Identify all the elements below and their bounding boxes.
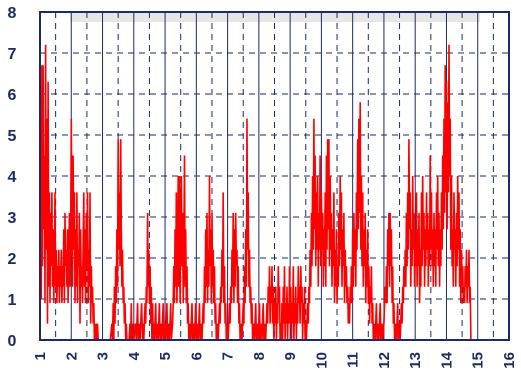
- y-tick-label: 1: [8, 292, 17, 309]
- y-tick-label: 6: [8, 87, 17, 104]
- y-axis-ticks: 0 1 2 3 4 5 6 7 8: [8, 5, 17, 350]
- x-tick-label: 10: [313, 352, 330, 369]
- series-layer: [39, 44, 472, 341]
- x-tick-label: 5: [157, 352, 174, 360]
- x-tick-label: 12: [376, 352, 393, 369]
- y-tick-label: 7: [8, 46, 17, 63]
- y-tick-label: 0: [8, 333, 17, 350]
- x-tick-label: 1: [32, 352, 49, 360]
- y-tick-label: 4: [8, 169, 17, 186]
- y-tick-label: 8: [8, 5, 17, 22]
- y-tick-label: 2: [8, 251, 17, 268]
- x-tick-label: 15: [470, 352, 487, 369]
- x-tick-label: 4: [126, 351, 143, 360]
- x-tick-label: 2: [63, 352, 80, 360]
- x-tick-label: 16: [501, 352, 518, 369]
- x-tick-label: 9: [282, 352, 299, 360]
- x-tick-label: 7: [220, 352, 237, 360]
- y-tick-label: 3: [8, 210, 17, 227]
- x-axis-ticks: 1 2 3 4 5 6 7 8 9 10 11 12 13 14 15 16: [32, 351, 518, 368]
- x-tick-label: 8: [251, 352, 268, 360]
- plot-frame: [39, 11, 510, 341]
- x-tick-label: 13: [407, 352, 424, 369]
- y-tick-label: 5: [8, 128, 17, 145]
- series-line: [39, 44, 472, 341]
- x-tick-label: 3: [95, 352, 112, 360]
- x-tick-label: 11: [345, 352, 362, 368]
- x-tick-label: 6: [188, 352, 205, 360]
- x-tick-label: 14: [438, 351, 455, 368]
